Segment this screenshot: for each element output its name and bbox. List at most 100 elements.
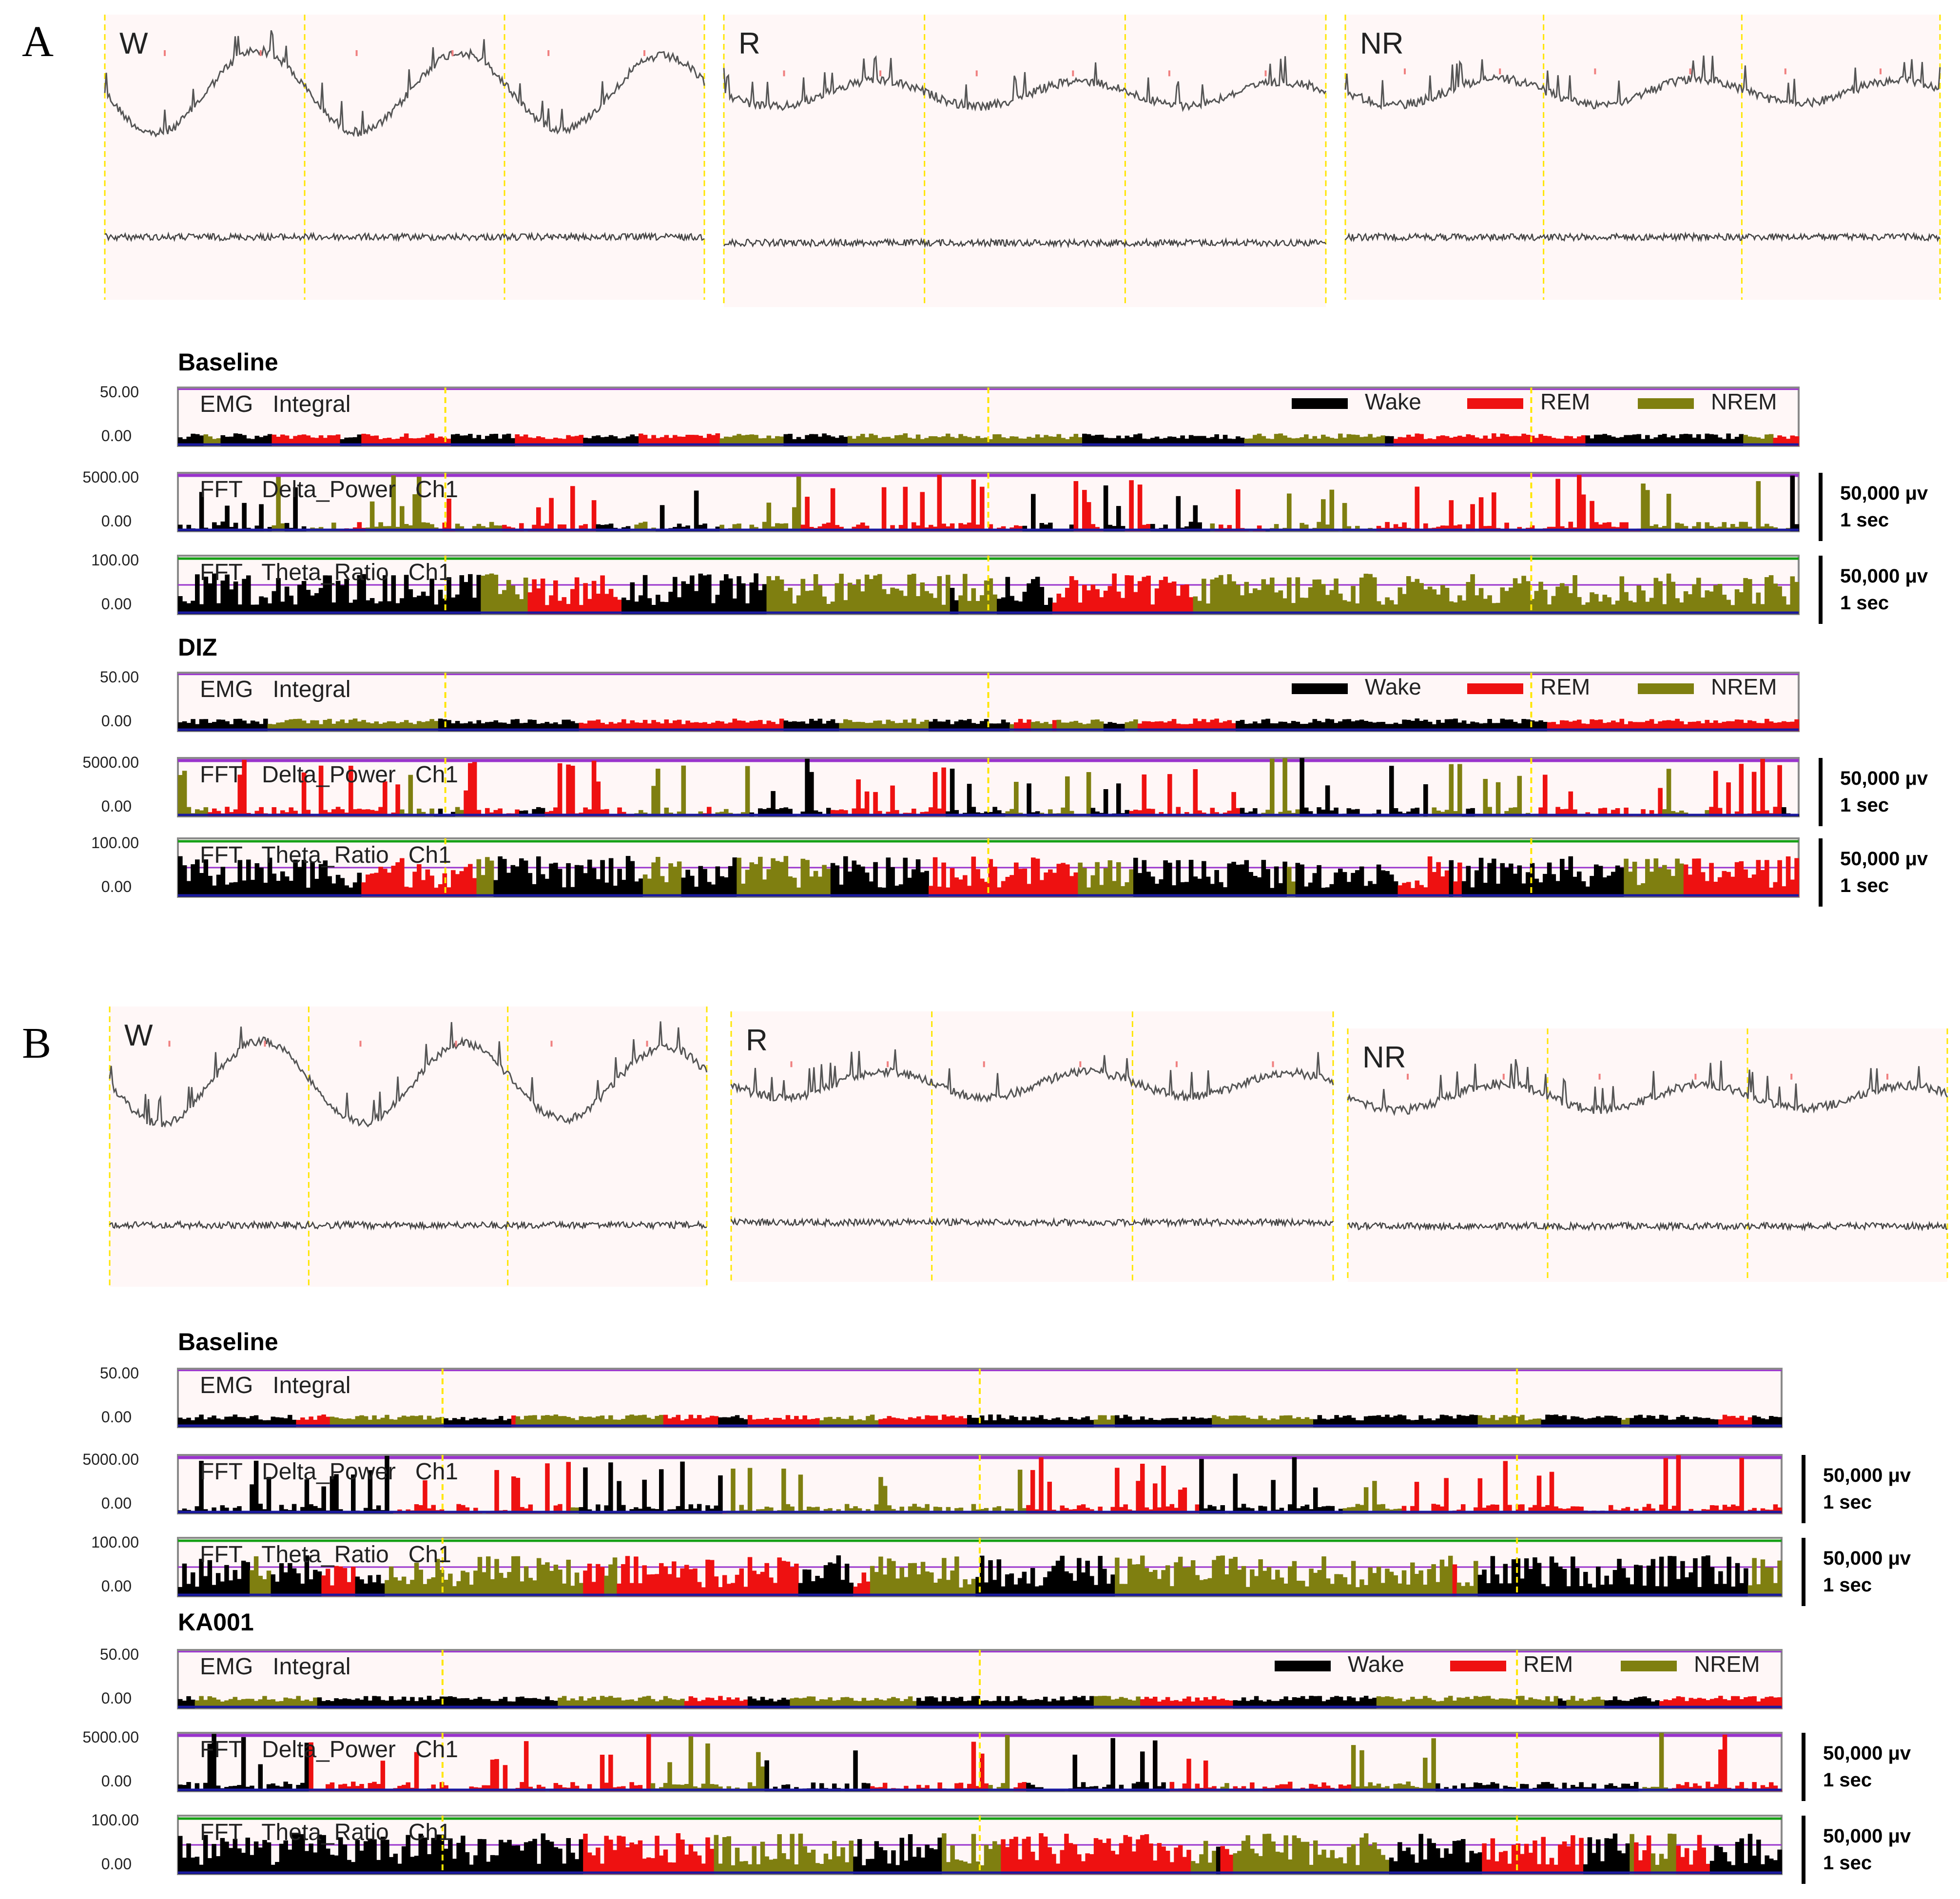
channel-2-state-bar <box>1064 1571 1069 1596</box>
channel-2-state-bar <box>1513 578 1518 614</box>
channel-0-state-bar <box>1572 438 1577 446</box>
channel-2-state-bar <box>391 575 396 614</box>
channel-2-state-bar <box>515 1556 521 1596</box>
channel-2-state-bar <box>296 1573 301 1596</box>
channel-0-state-bar <box>527 437 533 446</box>
channel-0-state-bar <box>417 438 422 446</box>
channel-1-state-bar <box>954 810 959 816</box>
channel-0-state-bar <box>904 1419 909 1427</box>
channel-0-state-bar <box>1645 435 1650 446</box>
channel-0-state-bar <box>541 1700 546 1708</box>
channel-0-state-bar <box>1598 719 1603 731</box>
channel-0-state-bar <box>1009 1701 1014 1708</box>
channel-0-state-bar <box>925 1415 930 1427</box>
channel-0-state-bar <box>1338 721 1343 731</box>
channel-2-state-bar <box>388 1566 394 1596</box>
channel-2-state-bar <box>1756 592 1761 614</box>
channel-2-state-bar <box>1210 579 1215 614</box>
trace-w-emg-trace <box>109 1220 707 1231</box>
channel-0-state-bar <box>1541 1700 1546 1708</box>
channel-2-state-bar <box>873 862 878 897</box>
channel-2-state-bar <box>233 882 238 897</box>
channel-1-state-bar <box>1591 1783 1596 1791</box>
channel-2-state-bar <box>664 882 669 897</box>
channel-1-state-bar <box>621 1505 626 1513</box>
channel-2-state-bar <box>587 859 592 897</box>
channel-0-state-bar <box>1085 1416 1090 1427</box>
channel-0-state-bar <box>950 437 955 446</box>
channel-0-state-bar <box>510 719 516 731</box>
channel-2-state-bar <box>1406 882 1411 897</box>
channel-0-state-bar <box>933 1415 938 1427</box>
channel-2-state-bar <box>444 1580 448 1596</box>
channel-1-state-bar <box>233 1508 238 1513</box>
channel-0-state-bar <box>1596 1416 1601 1427</box>
channel-2-state-bar <box>630 582 635 614</box>
channel-0-state-bar <box>980 438 985 446</box>
channel-0-state-bar <box>715 433 720 446</box>
channel-2-state-bar <box>1483 599 1488 614</box>
channel-2-state-bar <box>451 870 456 897</box>
channel-2-state-bar <box>1086 590 1091 614</box>
channel-2-state-bar <box>566 1559 571 1596</box>
channel-2-state-bar <box>1436 1582 1440 1596</box>
channel-2-state-bar <box>1085 1853 1090 1874</box>
channel-1-state-bar <box>1490 1504 1495 1513</box>
channel-0-state-bar <box>1773 438 1778 446</box>
channel-0-state-bar <box>1596 1696 1601 1708</box>
channel-0-state-bar <box>456 1419 461 1427</box>
channel-2-state-bar <box>741 583 746 614</box>
channel-2-state-bar <box>819 1864 824 1874</box>
channel-0-state-bar <box>1013 1700 1018 1708</box>
channel-0-state-bar <box>1292 1697 1297 1708</box>
channel-2-state-bar <box>785 1859 791 1874</box>
channel-2-state-bar <box>1142 577 1147 614</box>
channel-0-state-bar <box>263 718 268 731</box>
channel-0-state-bar <box>745 722 750 731</box>
channel-0-state-bar <box>861 1420 867 1427</box>
channel-2-state-bar <box>1393 1575 1398 1596</box>
trace-r-state-label: R <box>738 27 760 60</box>
channel-2-state-bar <box>1777 586 1782 614</box>
channel-0-state-bar <box>1202 436 1206 446</box>
channel-0-state-bar <box>933 1697 938 1708</box>
channel-2-state-bar <box>194 1587 200 1596</box>
channel-0-state-bar <box>562 1416 567 1427</box>
channel-1-state-bar <box>958 1783 964 1791</box>
channel-2-state-bar <box>1777 1849 1782 1874</box>
channel-1-state-bar <box>1258 1506 1263 1513</box>
channel-2-state-bar <box>823 1565 829 1596</box>
channel-2-state-bar <box>861 1865 867 1874</box>
channel-2-state-bar <box>1237 1570 1242 1596</box>
channel-2-state-bar <box>878 1847 883 1874</box>
channel-2-state-bar <box>253 1841 259 1874</box>
channel-2-state-bar <box>1705 590 1710 614</box>
channel-0-state-bar <box>1722 439 1727 446</box>
channel-0-state-bar <box>532 1415 537 1427</box>
channel-2-state-bar <box>178 1587 183 1596</box>
channel-1-state-bar <box>1756 481 1761 531</box>
channel-0-state-bar <box>832 1701 837 1708</box>
channel-2-state-bar <box>1107 586 1113 614</box>
channel-0-state-bar <box>621 1419 626 1427</box>
channel-2-state-bar <box>1133 592 1138 614</box>
channel-2-state-bar <box>1662 865 1667 897</box>
channel-0-state-bar <box>856 721 861 731</box>
channel-0-state-bar <box>1180 435 1185 446</box>
channel-2-state-bar <box>792 877 797 897</box>
channel-0-state-bar <box>250 720 255 731</box>
channel-0-state-bar <box>1150 722 1155 731</box>
channel-0-state-bar <box>604 1419 609 1427</box>
channel-2-state-bar <box>1636 585 1642 614</box>
channel-2-state-bar <box>1474 1561 1478 1596</box>
channel-1-state-bar <box>400 506 405 531</box>
channel-0-state-bar <box>481 439 485 446</box>
channel-1-state-bar <box>1477 1783 1483 1791</box>
channel-0-state-bar <box>591 1697 596 1708</box>
channel-2-state-bar <box>1308 587 1313 614</box>
channel-1-state-bar <box>1304 807 1309 816</box>
channel-2-state-bar <box>802 1846 807 1874</box>
channel-0-state-bar <box>1060 1696 1065 1708</box>
channel-0-state-bar <box>752 1419 757 1427</box>
channel-2-state-bar <box>1110 1851 1115 1874</box>
